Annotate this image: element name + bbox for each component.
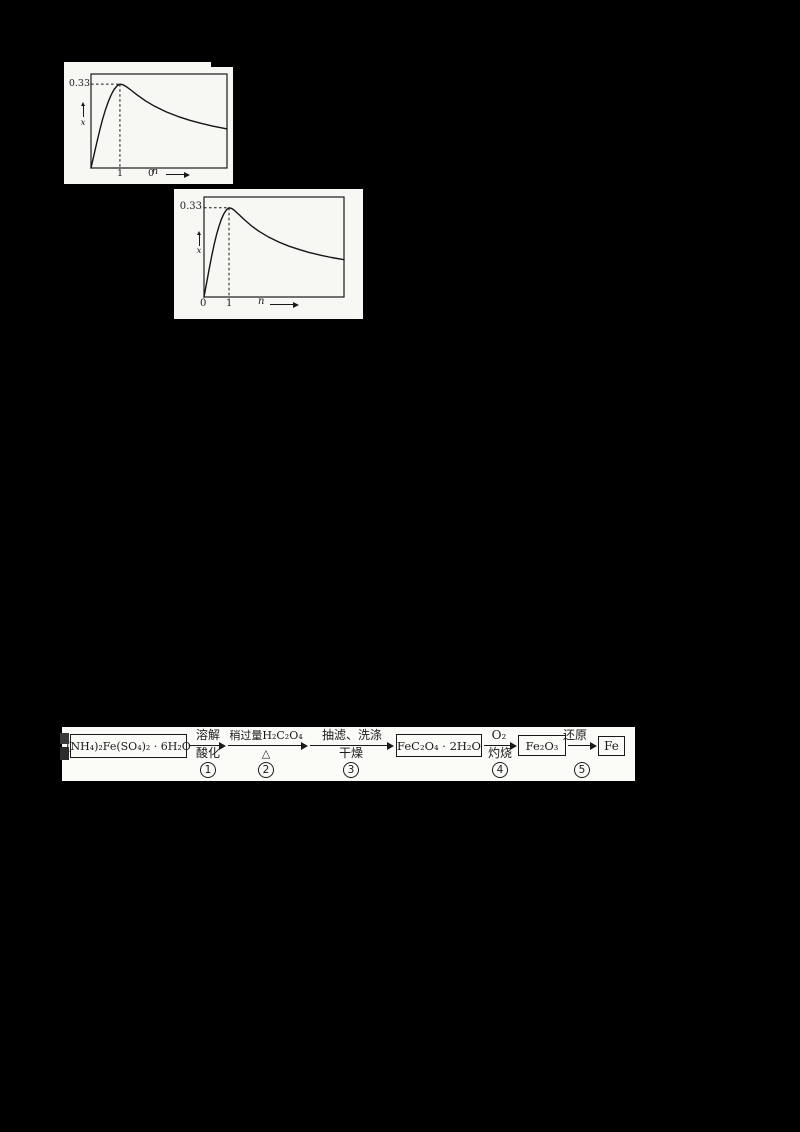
y-axis-arrow-icon (196, 231, 201, 235)
flow-arrow-line (568, 745, 591, 746)
flow-arrow-line (310, 745, 388, 746)
arrow-right-icon (387, 742, 394, 750)
flow-node-iron: Fe (598, 736, 625, 756)
arrow-right-icon (590, 742, 597, 750)
arrow-right-icon (219, 742, 226, 750)
flow-arrow-line (484, 745, 511, 746)
y-peak-value-label: 0.33 (68, 78, 90, 89)
x-axis-label: n (152, 166, 159, 177)
chart-figure-1: 0.33 0 1 n x (64, 62, 233, 184)
arrow-condition-bottom: 酸化 (195, 746, 221, 760)
arrow-condition-top: O₂ (491, 728, 507, 742)
y-axis-label: x (80, 118, 86, 128)
flow-node-iron-oxalate-dihydrate: FeC₂O₄ · 2H₂O (396, 734, 482, 757)
flow-node-iron-oxide: Fe₂O₃ (518, 735, 566, 756)
step-circled-number: 5 (574, 762, 590, 778)
arrow-condition-bottom: △ (261, 747, 271, 760)
arrow-condition-bottom: 干燥 (338, 746, 364, 760)
step-circled-number: 1 (200, 762, 216, 778)
y-axis-arrow-line (199, 234, 200, 246)
chart-figure-2: 0.33 0 1 n x (174, 189, 363, 319)
x-axis-arrow-icon (184, 171, 190, 178)
scan-artifact-square (60, 733, 69, 744)
step-circled-number: 2 (258, 762, 274, 778)
x-tick-label: 1 (226, 298, 233, 309)
flow-arrow-line (228, 745, 302, 746)
x-tick-label: 1 (117, 168, 124, 179)
x-axis-arrow-line (270, 304, 294, 305)
arrow-condition-top: 抽滤、洗涤 (321, 728, 383, 742)
flow-node-ammonium-iron-sulfate: (NH₄)₂Fe(SO₄)₂ · 6H₂O (66, 734, 191, 758)
arrow-right-icon (301, 742, 308, 750)
chart-plot-1 (90, 73, 228, 169)
arrow-condition-top: 稍过量H₂C₂O₄ (229, 729, 303, 742)
origin-tick-label: 0 (148, 168, 155, 179)
step-circled-number: 3 (343, 762, 359, 778)
arrow-condition-bottom: 灼烧 (487, 746, 513, 760)
flow-arrow-line (189, 745, 220, 746)
origin-tick-label: 0 (200, 298, 207, 309)
y-axis-label: x (196, 246, 202, 256)
y-peak-value-label: 0.33 (179, 201, 202, 212)
process-flow-diagram: (NH₄)₂Fe(SO₄)₂ · 6H₂O 溶解 酸化 1 稍过量H₂C₂O₄ … (62, 727, 635, 781)
arrow-condition-top: 还原 (562, 728, 588, 742)
x-axis-arrow-line (166, 174, 185, 175)
step-circled-number: 4 (492, 762, 508, 778)
chart-plot-2 (203, 196, 345, 298)
y-axis-arrow-line (83, 105, 84, 117)
y-axis-arrow-icon (80, 102, 85, 106)
scan-artifact-notch (211, 62, 233, 67)
arrow-right-icon (510, 742, 517, 750)
x-axis-label: n (258, 296, 265, 307)
x-axis-arrow-icon (293, 301, 299, 308)
scan-artifact-square (60, 747, 69, 760)
arrow-condition-top: 溶解 (195, 728, 221, 742)
